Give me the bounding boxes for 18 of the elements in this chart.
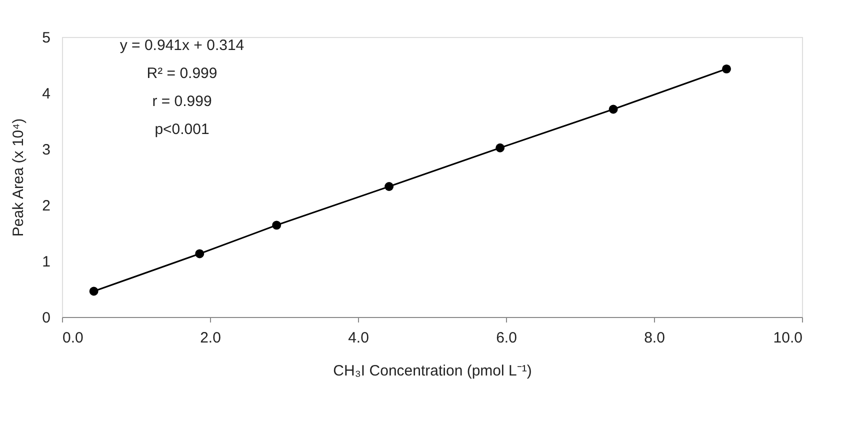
- y-tick-label: 2: [42, 198, 50, 214]
- y-tick-label: 1: [42, 254, 50, 270]
- x-tick-label: 8.0: [644, 330, 665, 346]
- annotation: y = 0.941x + 0.314: [120, 37, 244, 54]
- x-tick-label: 6.0: [496, 330, 517, 346]
- y-tick-label: 0: [42, 310, 50, 326]
- y-tick-label: 4: [42, 86, 50, 102]
- annotation: r = 0.999: [152, 93, 212, 110]
- x-axis-title: CH₃I Concentration (pmol L⁻¹): [333, 362, 532, 380]
- y-tick-label: 5: [42, 30, 50, 46]
- annotation: p<0.001: [154, 121, 210, 138]
- x-tick-label: 4.0: [348, 330, 369, 346]
- y-axis-title: Peak Area (x 10⁴): [10, 118, 28, 237]
- x-tick-label: 2.0: [200, 330, 221, 346]
- x-tick-label: 10.0: [773, 330, 802, 346]
- annotation: R² = 0.999: [146, 65, 218, 82]
- x-tick-label: 0.0: [62, 330, 84, 346]
- y-tick-label: 3: [42, 142, 50, 158]
